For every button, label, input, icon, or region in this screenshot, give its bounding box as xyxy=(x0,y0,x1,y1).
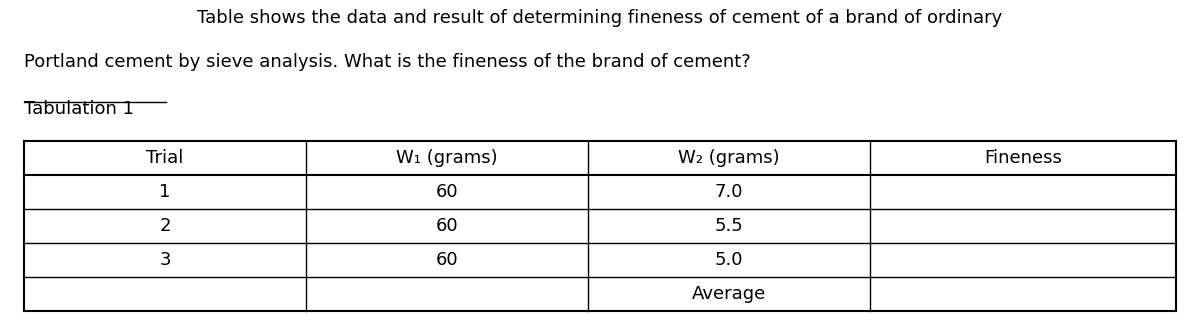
Text: Tabulation 1: Tabulation 1 xyxy=(24,100,134,118)
Text: 60: 60 xyxy=(436,251,458,269)
Text: Fineness: Fineness xyxy=(984,149,1062,167)
Text: Trial: Trial xyxy=(146,149,184,167)
Text: 60: 60 xyxy=(436,183,458,201)
Text: 2: 2 xyxy=(160,217,170,235)
Text: 60: 60 xyxy=(436,217,458,235)
Text: Average: Average xyxy=(692,285,766,303)
Text: Portland cement by sieve analysis. What is the fineness of the brand of cement?: Portland cement by sieve analysis. What … xyxy=(24,53,751,71)
Text: 3: 3 xyxy=(160,251,170,269)
Text: 5.0: 5.0 xyxy=(715,251,743,269)
Text: 5.5: 5.5 xyxy=(715,217,743,235)
Text: W₂ (grams): W₂ (grams) xyxy=(678,149,780,167)
Text: 1: 1 xyxy=(160,183,170,201)
Text: W₁ (grams): W₁ (grams) xyxy=(396,149,498,167)
Text: Table shows the data and result of determining fineness of cement of a brand of : Table shows the data and result of deter… xyxy=(197,9,1003,27)
Text: 7.0: 7.0 xyxy=(715,183,743,201)
